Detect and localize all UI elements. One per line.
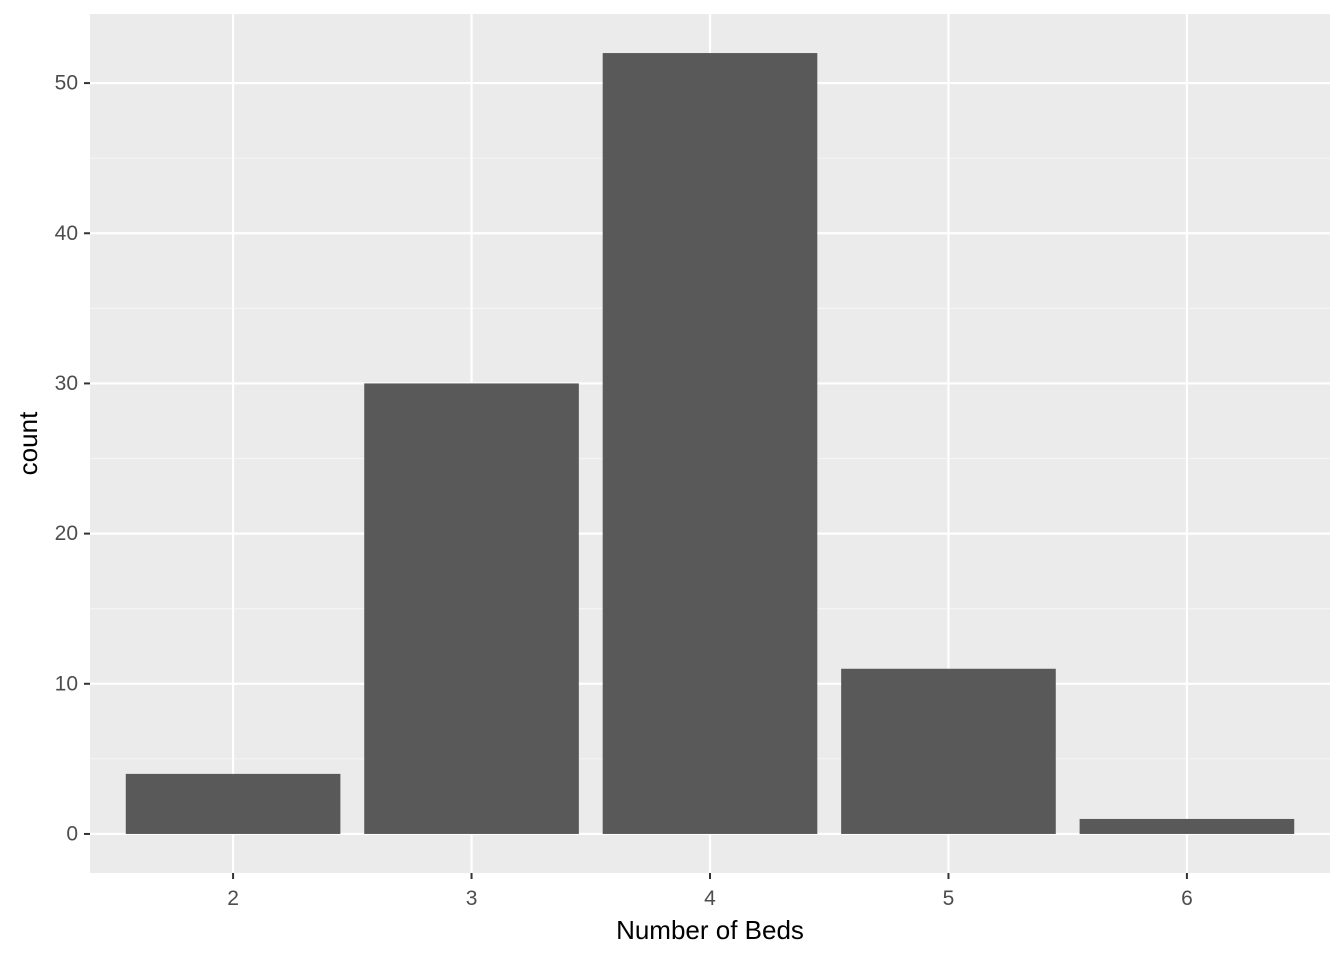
x-tick-label: 6: [1181, 887, 1193, 910]
y-tick-label: 10: [55, 672, 78, 695]
bar-4: [602, 53, 818, 834]
x-tick-label: 3: [466, 887, 478, 910]
y-tick-label: 30: [55, 372, 78, 395]
y-tick-label: 20: [55, 522, 78, 545]
bar-6: [1079, 818, 1295, 834]
x-tick-label: 2: [227, 887, 239, 910]
bar-5: [841, 668, 1056, 834]
y-tick-label: 40: [55, 222, 78, 245]
bars: [125, 53, 1295, 834]
bar-2: [125, 773, 341, 834]
x-axis: 2 3 4 5 6: [227, 873, 1193, 910]
x-tick-label: 5: [943, 887, 955, 910]
y-axis: 0 10 20 30 40 50: [55, 72, 90, 845]
y-axis-title: count: [13, 411, 43, 475]
bar-3: [364, 383, 579, 834]
x-tick-label: 4: [704, 887, 716, 910]
y-tick-label: 0: [66, 822, 78, 845]
x-axis-title: Number of Beds: [616, 915, 804, 945]
y-tick-label: 50: [55, 72, 78, 95]
